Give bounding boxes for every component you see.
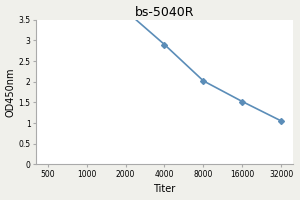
Title: bs-5040R: bs-5040R	[135, 6, 194, 19]
X-axis label: Titer: Titer	[153, 184, 176, 194]
Y-axis label: OD450nm: OD450nm	[6, 67, 16, 117]
